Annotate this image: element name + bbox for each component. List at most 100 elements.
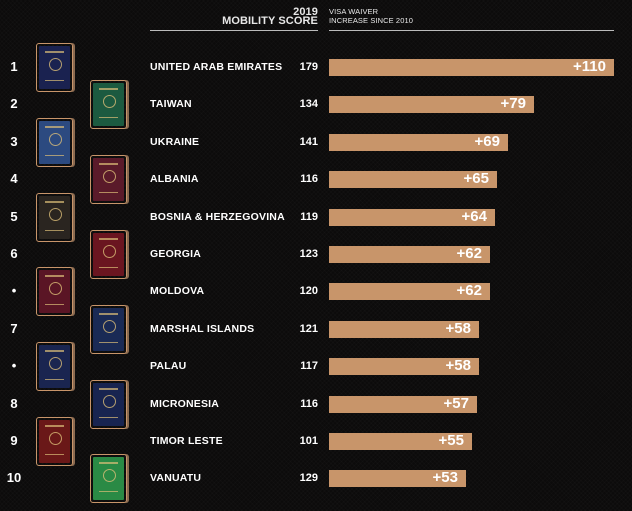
passport-cover <box>39 270 70 314</box>
increase-bar: +62 <box>329 282 490 301</box>
country-name: UKRAINE <box>150 135 200 148</box>
increase-bar: +69 <box>329 132 508 151</box>
mobility-score: 121 <box>299 322 318 335</box>
rank-number: 10 <box>6 470 22 486</box>
passport-icon <box>90 230 127 279</box>
rank-number: 8 <box>10 395 18 411</box>
increase-bar: +58 <box>329 357 479 376</box>
increase-label: +62 <box>456 245 482 262</box>
mobility-score: 179 <box>299 61 318 73</box>
visa-waiver-header: VISA WAIVER INCREASE SINCE 2010 <box>329 7 413 25</box>
mobility-score: 119 <box>300 210 318 223</box>
rank-number: 7 <box>10 320 18 336</box>
increase-label: +69 <box>474 132 500 150</box>
country-name: MARSHAL ISLANDS <box>150 322 255 335</box>
passport-emblem-icon <box>102 95 116 109</box>
mobility-score: 120 <box>299 285 318 298</box>
passport-text-line <box>45 154 64 156</box>
passport-icon <box>90 80 127 130</box>
passport-text-line <box>45 454 64 455</box>
passport-text-line <box>45 229 64 231</box>
mobility-score: 116 <box>300 173 318 186</box>
increase-bar: +53 <box>329 469 466 488</box>
passport-text-line <box>45 80 64 81</box>
passport-title-line <box>99 387 118 390</box>
increase-label: +57 <box>443 394 469 412</box>
passport-text-line <box>45 379 64 381</box>
increase-label: +110 <box>573 58 606 75</box>
passport-emblem-icon <box>102 170 116 184</box>
header-divider-score <box>150 30 318 31</box>
rank-number: 6 <box>10 246 18 261</box>
increase-bar: +55 <box>329 432 472 450</box>
mobility-score: 101 <box>299 435 318 447</box>
passport-text-line <box>45 304 64 306</box>
mobility-score: 141 <box>299 135 318 148</box>
passport-cover <box>39 120 70 164</box>
passport-icon <box>90 454 127 504</box>
passport-title-line <box>99 312 118 315</box>
passport-icon <box>36 267 73 317</box>
passport-emblem-icon <box>48 282 62 296</box>
passport-text-line <box>99 416 118 418</box>
passport-cover <box>93 233 124 276</box>
passport-emblem-icon <box>48 357 62 371</box>
passport-emblem-icon <box>48 58 62 72</box>
increase-label: +64 <box>461 207 487 225</box>
passport-cover <box>93 382 124 426</box>
passport-cover <box>93 457 124 501</box>
country-name: PALAU <box>150 360 187 373</box>
passport-text-line <box>99 267 118 268</box>
increase-bar: +79 <box>329 95 534 114</box>
country-name: TIMOR LESTE <box>150 435 223 447</box>
country-name: ALBANIA <box>150 173 199 186</box>
increase-bar: +65 <box>329 170 497 189</box>
mobility-score: 117 <box>300 360 318 373</box>
country-name: VANUATU <box>150 472 202 485</box>
rank-number: 3 <box>10 133 18 149</box>
mobility-score: 123 <box>299 248 318 260</box>
passport-icon <box>36 342 73 392</box>
passport-icon <box>36 417 73 466</box>
increase-bar: +57 <box>329 394 477 413</box>
header-visa-waiver: VISA WAIVER <box>329 7 379 16</box>
mobility-score-header: 2019 MOBILITY SCORE <box>150 6 318 26</box>
passport-title-line <box>45 51 64 53</box>
passport-title-line <box>45 125 64 128</box>
rank-number: 1 <box>10 59 18 74</box>
rank-number: • <box>11 283 17 299</box>
passport-emblem-icon <box>102 394 116 408</box>
rank-number: 9 <box>10 433 18 448</box>
increase-label: +55 <box>438 432 464 449</box>
passport-emblem-icon <box>102 469 116 483</box>
passport-title-line <box>45 425 64 427</box>
passport-cover <box>93 158 124 202</box>
passport-title-line <box>45 275 64 278</box>
increase-label: +58 <box>445 357 471 375</box>
passport-text-line <box>99 341 118 343</box>
passport-icon <box>90 304 127 354</box>
rank-number: 5 <box>10 208 18 224</box>
country-name: UNITED ARAB EMIRATES <box>150 61 283 73</box>
increase-bar: +62 <box>329 245 490 263</box>
passport-cover <box>39 345 70 389</box>
passport-title-line <box>99 462 118 465</box>
country-name: GEORGIA <box>150 248 201 260</box>
passport-title-line <box>99 238 118 240</box>
passport-cover <box>39 195 70 239</box>
passport-cover <box>39 46 70 89</box>
passport-icon <box>90 379 127 429</box>
header-year: 2019 <box>293 6 318 18</box>
passport-emblem-icon <box>102 319 116 333</box>
passport-text-line <box>99 117 118 119</box>
passport-text-line <box>99 192 118 194</box>
passport-title-line <box>99 88 118 91</box>
increase-label: +53 <box>432 469 458 487</box>
passport-emblem-icon <box>48 207 62 221</box>
increase-bar: +110 <box>329 58 614 76</box>
passport-emblem-icon <box>48 432 62 446</box>
rank-number: • <box>11 358 17 374</box>
passport-icon <box>36 43 73 92</box>
country-name: TAIWAN <box>150 98 192 111</box>
increase-bar: +64 <box>329 207 495 226</box>
